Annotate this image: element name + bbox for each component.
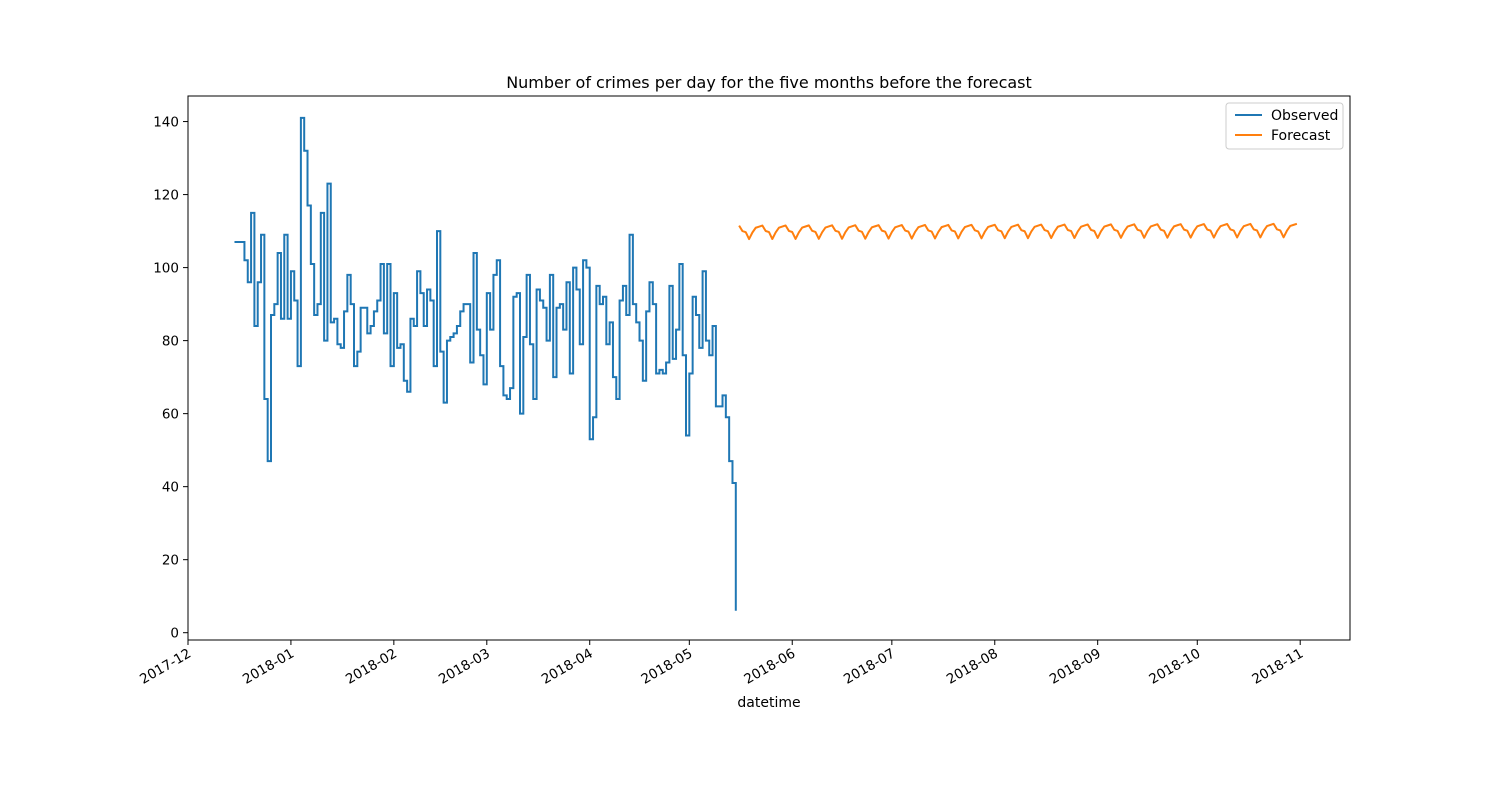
x-axis-label: datetime bbox=[737, 695, 800, 711]
y-axis: 0 20 40 60 80 100 120 140 bbox=[153, 115, 188, 642]
x-tick-label: 2018-02 bbox=[343, 646, 400, 688]
x-tick-label: 2018-04 bbox=[539, 646, 596, 688]
y-tick-label: 100 bbox=[153, 261, 179, 277]
y-tick-label: 20 bbox=[162, 553, 179, 569]
x-tick-label: 2018-11 bbox=[1249, 646, 1306, 688]
plot-border bbox=[187, 95, 1351, 641]
series-forecast-line bbox=[738, 222, 1298, 241]
x-tick-label: 2018-10 bbox=[1146, 646, 1203, 688]
x-axis: 2017-12 2018-01 2018-02 2018-03 2018-04 2018-… bbox=[137, 640, 1306, 688]
x-tick-label: 2018-08 bbox=[944, 646, 1001, 688]
plot-area bbox=[188, 96, 1350, 640]
x-tick-label: 2017-12 bbox=[137, 646, 194, 688]
y-tick-label: 120 bbox=[153, 188, 179, 204]
y-tick-label: 140 bbox=[153, 115, 179, 131]
legend: Observed Forecast bbox=[1225, 102, 1344, 150]
x-tick-label: 2018-05 bbox=[638, 646, 695, 688]
legend-label-observed: Observed bbox=[1271, 108, 1338, 124]
series-observed-line bbox=[234, 116, 737, 611]
y-tick-label: 80 bbox=[162, 334, 179, 350]
y-tick-label: 60 bbox=[162, 407, 179, 423]
x-tick-label: 2018-09 bbox=[1047, 646, 1104, 688]
x-tick-label: 2018-01 bbox=[240, 646, 297, 688]
chart-title: Number of crimes per day for the five mo… bbox=[506, 73, 1032, 92]
y-tick-label: 0 bbox=[170, 626, 179, 642]
x-tick-label: 2018-07 bbox=[841, 646, 898, 688]
x-tick-label: 2018-06 bbox=[741, 646, 798, 688]
legend-label-forecast: Forecast bbox=[1271, 128, 1331, 144]
y-tick-label: 40 bbox=[162, 480, 179, 496]
x-tick-label: 2018-03 bbox=[436, 646, 493, 688]
